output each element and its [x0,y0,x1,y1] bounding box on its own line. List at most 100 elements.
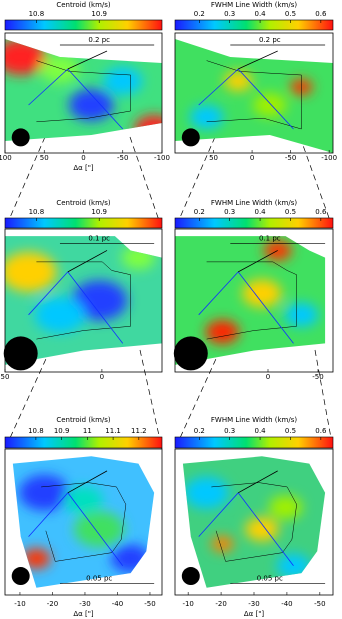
contour [41,482,127,562]
colorbar [4,19,163,31]
colorbar-tick-label: 11.1 [105,427,121,435]
scale-label: 0.2 pc [88,36,110,44]
arrow [67,250,108,273]
beam [3,336,38,371]
x-tick-label: -100 [321,154,337,162]
arrow [238,50,278,70]
arrow [67,470,108,494]
scale-label: 0.2 pc [259,36,281,44]
arrow [67,50,108,70]
map-blob [205,319,240,344]
x-tick-label: 50 [209,154,218,162]
map-frame [174,228,334,373]
beam [173,336,208,371]
colorbar [4,217,163,229]
x-tick-label: 0 [266,373,270,381]
x-tick-label: 50 [1,373,10,381]
map-blobs [19,474,151,573]
x-axis-label: Δα ["] [244,610,265,618]
contour [36,60,131,123]
arrow [67,492,124,567]
colorbar-title: Centroid (km/s) [56,416,111,424]
colorbar [4,436,163,449]
scale-label: 0.1 pc [259,234,281,242]
x-tick-label: -50 [314,600,325,608]
x-tick-label: -10 [14,600,25,608]
map-blob [103,67,143,95]
colorbar-tick-label: 10.9 [91,10,107,18]
map-blob [74,511,125,548]
colorbar-tick-label: 0.4 [255,427,267,435]
map-blob [5,251,57,292]
colorbar-title: Centroid (km/s) [56,1,111,9]
colorbar [174,19,334,31]
map-blob [68,89,114,121]
colorbar-tick-label: 10.9 [54,427,70,435]
map-blob [63,486,104,515]
colorbar-tick-label: 0.6 [315,427,327,435]
map-blob [121,245,156,270]
scale-label: 0.05 pc [257,574,283,582]
colorbar [174,436,334,449]
x-tick-label: -40 [112,600,123,608]
map-blob [22,548,51,569]
map-blob [134,115,162,141]
x-tick-label: -40 [281,600,292,608]
x-tick-label: 50 [40,154,49,162]
map-blob [211,535,234,552]
map-frame [4,448,163,596]
map-blob [184,476,230,509]
arrow [237,68,294,130]
contour [206,60,302,130]
beam [11,567,30,586]
arrow [28,68,69,106]
arrow [67,68,124,130]
scale-label: 0.05 pc [86,574,112,582]
colorbar-tick-label: 0.2 [194,10,205,18]
colorbar-tick-label: 11 [83,427,92,435]
colorbar-tick-label: 10.8 [29,10,45,18]
colorbar-tick-label: 0.3 [224,427,235,435]
map-blob [245,517,279,542]
x-tick-label: 0 [100,373,104,381]
colorbar-tick-label: 0.5 [285,208,296,216]
x-tick-label: -50 [285,154,296,162]
scale-label: 0.1 pc [88,234,110,242]
arrow [28,271,69,316]
map-blob [252,93,287,117]
map-blob [34,296,86,333]
map-image [182,456,326,588]
colorbar-tick-label: 0.2 [194,208,205,216]
map-blob [242,279,282,308]
beam [181,128,200,147]
x-tick-label: -10 [182,600,193,608]
colorbar-title: FWHM Line Width (km/s) [211,1,297,9]
arrow [237,492,294,567]
contour [206,261,297,340]
colorbar-title: FWHM Line Width (km/s) [211,199,297,207]
colorbar-tick-label: 0.3 [224,10,235,18]
x-tick-label: -20 [215,600,226,608]
arrow [198,271,239,316]
contour [211,482,297,562]
colorbar-tick-label: 0.3 [224,208,235,216]
colorbar-tick-label: 10.8 [28,427,44,435]
colorbar-tick-label: 0.4 [255,208,267,216]
colorbar-tick-label: 0.6 [315,208,327,216]
beam [11,128,30,147]
x-tick-label: -30 [79,600,90,608]
map-blob [224,71,253,91]
colorbar-tick-label: 10.8 [29,208,45,216]
x-tick-label: -100 [154,154,170,162]
colorbar-tick-label: 11.2 [131,427,147,435]
colorbar-tick-label: 0.6 [315,10,327,18]
map-blob [189,105,224,129]
colorbar-tick-label: 0.4 [255,10,267,18]
map-image [12,456,155,588]
arrow [238,470,278,494]
colorbar [174,217,334,229]
arrow [238,250,278,273]
map-frame [4,228,163,373]
x-tick-label: -30 [248,600,259,608]
x-tick-label: -50 [117,154,128,162]
